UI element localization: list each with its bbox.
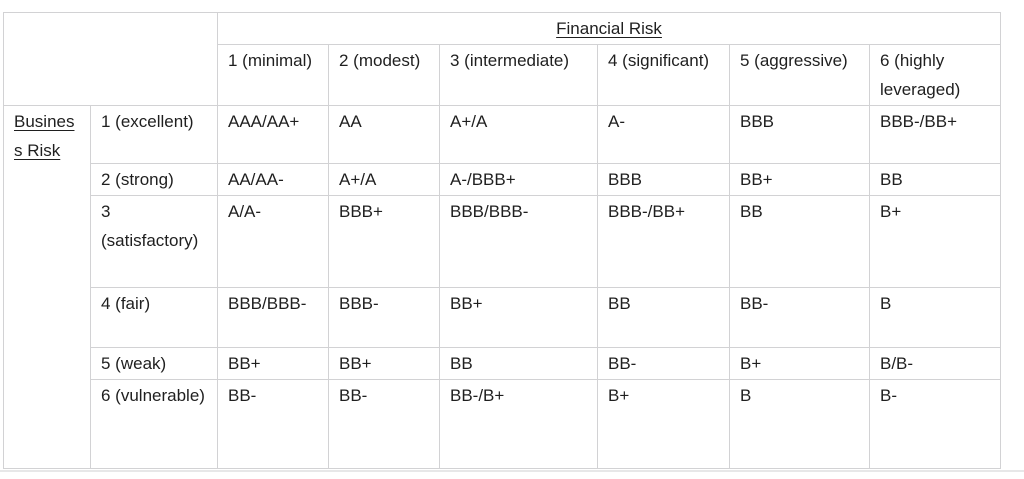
column-header-2: 2 (modest): [328, 44, 440, 106]
row-header-5: 5 (weak): [90, 347, 218, 380]
column-header-5: 5 (aggressive): [729, 44, 870, 106]
rating-cell: BBB: [597, 163, 730, 196]
corner-cell: [3, 12, 218, 106]
rating-cell: B+: [597, 379, 730, 469]
financial-risk-axis-label: Financial Risk: [556, 19, 662, 38]
rating-cell: BBB+: [328, 195, 440, 288]
rating-cell: B: [868, 287, 1002, 348]
rating-cell: B-: [868, 379, 1002, 469]
rating-cell: BB+: [217, 347, 329, 380]
rating-cell: BB: [729, 195, 870, 288]
rating-cell: BBB/BBB-: [439, 195, 598, 288]
rating-cell: A+/A: [328, 163, 440, 196]
rating-cell: A+/A: [439, 105, 598, 164]
rating-cell: A/A-: [217, 195, 329, 288]
rating-cell: BB: [868, 163, 1002, 196]
rating-cell: BBB: [729, 105, 870, 164]
rating-cell: BB-: [328, 379, 440, 469]
page-divider: [0, 470, 1024, 472]
rating-cell: BB+: [439, 287, 598, 348]
rating-cell: A-: [597, 105, 730, 164]
rating-cell: B+: [729, 347, 870, 380]
column-header-1: 1 (minimal): [217, 44, 329, 106]
row-header-6: 6 (vulnerable): [90, 379, 218, 469]
column-header-6: 6 (highly leveraged): [868, 44, 1002, 106]
rating-cell: BB-: [597, 347, 730, 380]
rating-cell: BBB-/BB+: [597, 195, 730, 288]
rating-cell: A-/BBB+: [439, 163, 598, 196]
rating-cell: AAA/AA+: [217, 105, 329, 164]
business-risk-axis-header: Business Risk: [3, 105, 91, 469]
rating-cell: BBB-/BB+: [868, 105, 1002, 164]
rating-cell: AA: [328, 105, 440, 164]
rating-cell: BB: [597, 287, 730, 348]
rating-cell: AA/AA-: [217, 163, 329, 196]
rating-cell: BBB/BBB-: [217, 287, 329, 348]
rating-cell: BB+: [729, 163, 870, 196]
financial-risk-axis-header: Financial Risk: [216, 12, 1002, 45]
row-header-3: 3 (satisfactory): [90, 195, 218, 288]
column-header-4: 4 (significant): [597, 44, 730, 106]
row-header-2: 2 (strong): [90, 163, 218, 196]
rating-cell: B/B-: [868, 347, 1002, 380]
rating-cell: BBB-: [328, 287, 440, 348]
rating-cell: BB-: [217, 379, 329, 469]
rating-cell: BB: [439, 347, 598, 380]
column-header-3: 3 (intermediate): [439, 44, 598, 106]
rating-matrix-table: Financial Risk 1 (minimal) 2 (modest) 3 …: [3, 12, 1002, 469]
row-header-1: 1 (excellent): [90, 105, 218, 164]
rating-cell: BB-/B+: [439, 379, 598, 469]
rating-cell: B+: [868, 195, 1002, 288]
rating-cell: BB+: [328, 347, 440, 380]
business-risk-axis-label: Business Risk: [14, 112, 75, 160]
row-header-4: 4 (fair): [90, 287, 218, 348]
rating-cell: B: [729, 379, 870, 469]
rating-cell: BB-: [729, 287, 870, 348]
